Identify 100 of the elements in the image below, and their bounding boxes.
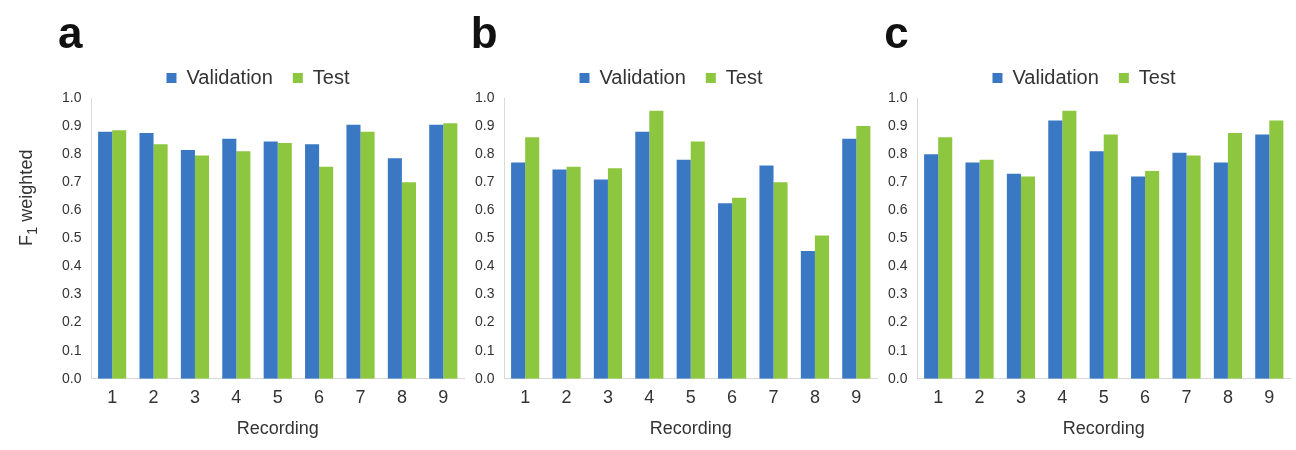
bar: [510, 162, 525, 379]
y-tick-label: 0.3: [474, 285, 495, 302]
bar: [443, 123, 458, 379]
bar: [855, 126, 871, 379]
x-axis-title: Recording: [1063, 418, 1146, 439]
legend-label: Test: [312, 65, 350, 88]
y-tick-label: 1.0: [474, 88, 495, 105]
legend-label: Test: [725, 65, 763, 88]
x-tick-label: 6: [314, 386, 325, 407]
bar: [1172, 152, 1187, 379]
bar: [607, 168, 622, 379]
bar: [1021, 176, 1036, 379]
bar: [938, 137, 953, 379]
bar: [841, 138, 856, 379]
bar: [1145, 171, 1160, 379]
y-tick-label: 0.1: [474, 341, 495, 358]
bar: [690, 141, 705, 379]
legend-label: Validation: [1012, 65, 1100, 88]
bar: [717, 203, 732, 379]
x-tick-label: 9: [1264, 386, 1275, 407]
bar: [1131, 176, 1146, 379]
bar: [236, 151, 251, 379]
x-tick-label: 7: [768, 386, 779, 407]
y-tick-label: 0.6: [474, 201, 495, 218]
legend-label: Validation: [186, 65, 273, 88]
x-tick-label: 4: [231, 386, 242, 407]
y-tick-label: 0.1: [888, 341, 909, 358]
chart-title: c: [884, 8, 909, 58]
x-tick-label: 3: [602, 386, 613, 407]
bar: [524, 137, 539, 379]
bar: [1269, 120, 1284, 379]
y-tick-label: 0.6: [61, 201, 82, 218]
x-tick-label: 8: [396, 386, 407, 407]
y-tick-label: 0.8: [888, 145, 909, 162]
bar: [194, 155, 210, 379]
y-tick-label: 0.7: [61, 173, 82, 190]
y-tick-label: 0.9: [474, 116, 495, 133]
y-tick-label: 0.2: [61, 313, 82, 330]
bar: [773, 182, 788, 379]
x-axis-title: Recording: [236, 418, 319, 439]
x-tick-label: 5: [1099, 386, 1110, 407]
y-tick-label: 0.4: [888, 257, 909, 274]
bar: [1104, 134, 1119, 379]
x-tick-label: 2: [974, 386, 985, 407]
y-tick-label: 0.3: [888, 285, 909, 302]
chart-title: a: [58, 8, 83, 58]
bar: [924, 154, 939, 379]
y-tick-label: 0.4: [61, 257, 82, 274]
y-tick-label: 1.0: [888, 88, 909, 105]
bar: [139, 133, 154, 379]
bar: [360, 131, 375, 379]
x-tick-label: 7: [1181, 386, 1192, 407]
bar: [1007, 173, 1022, 379]
y-tick-label: 0.5: [888, 229, 909, 246]
y-tick-label: 0.5: [474, 229, 495, 246]
bar: [1090, 151, 1105, 379]
bar: [965, 162, 980, 379]
bar: [593, 179, 608, 379]
x-tick-label: 1: [107, 386, 118, 407]
bar: [346, 124, 361, 379]
legend-label: Test: [1139, 65, 1177, 88]
bar: [552, 169, 567, 379]
y-tick-label: 0.7: [474, 173, 495, 190]
bar: [566, 166, 581, 379]
x-tick-label: 1: [933, 386, 944, 407]
bar: [676, 159, 691, 379]
bar: [759, 165, 774, 379]
bar: [263, 141, 278, 379]
y-tick-label: 0.8: [474, 145, 495, 162]
x-tick-label: 8: [1223, 386, 1234, 407]
x-tick-label: 5: [272, 386, 283, 407]
x-tick-label: 9: [850, 386, 861, 407]
bar: [1255, 134, 1270, 379]
bar: [800, 251, 815, 379]
bar: [429, 124, 444, 379]
bar: [1062, 110, 1077, 379]
y-tick-label: 0.0: [474, 369, 495, 386]
bar: [814, 235, 829, 379]
bar: [1048, 120, 1063, 379]
y-tick-label: 0.2: [474, 313, 495, 330]
y-tick-label: 0.3: [61, 285, 82, 302]
legend-label: Validation: [599, 65, 686, 88]
bar: [112, 130, 127, 379]
y-tick-label: 0.4: [474, 257, 495, 274]
x-tick-label: 9: [438, 386, 449, 407]
x-tick-label: 4: [1057, 386, 1068, 407]
chart-title: b: [470, 8, 498, 58]
x-tick-label: 8: [809, 386, 820, 407]
y-tick-label: 0.1: [61, 341, 82, 358]
x-tick-label: 6: [726, 386, 737, 407]
bar: [1228, 133, 1243, 379]
y-tick-label: 0.2: [888, 313, 909, 330]
bar: [153, 144, 168, 379]
x-tick-label: 7: [355, 386, 366, 407]
bar: [319, 166, 334, 379]
bar: [1186, 155, 1201, 379]
y-tick-label: 0.9: [61, 116, 82, 133]
y-tick-label: 0.9: [888, 116, 909, 133]
x-tick-label: 1: [519, 386, 530, 407]
bar: [1214, 162, 1229, 379]
